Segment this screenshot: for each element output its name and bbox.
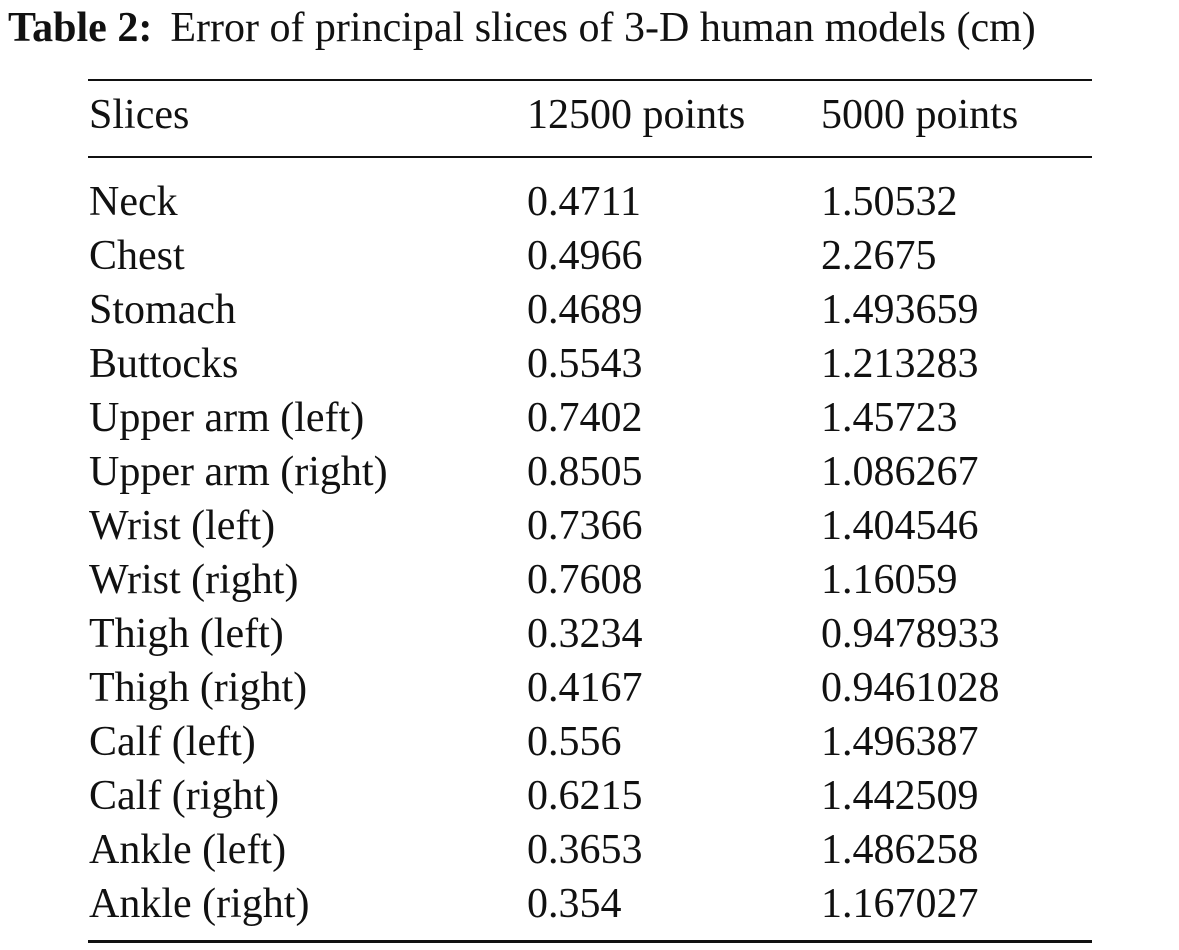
slice-name-cell: Thigh (left)	[89, 611, 284, 657]
slice-name-cell: Ankle (right)	[89, 881, 310, 927]
slice-name-cell: Upper arm (left)	[89, 395, 365, 441]
table-row: Calf (right) 0.6215 1.442509	[0, 769, 1179, 823]
error-12500-cell: 0.556	[527, 719, 622, 765]
slice-name-cell: Wrist (left)	[89, 503, 276, 549]
slice-name-cell: Chest	[89, 233, 185, 279]
table-row: Wrist (left) 0.7366 1.404546	[0, 499, 1179, 553]
error-12500-cell: 0.4711	[527, 179, 641, 225]
column-header-5000-points: 5000 points	[821, 92, 1019, 138]
slice-name-cell: Stomach	[89, 287, 236, 333]
error-12500-cell: 0.354	[527, 881, 622, 927]
error-5000-cell: 1.213283	[821, 341, 979, 387]
table-row: Buttocks 0.5543 1.213283	[0, 337, 1179, 391]
slice-name-cell: Calf (right)	[89, 773, 280, 819]
table-caption-text: Error of principal slices of 3-D human m…	[170, 5, 1036, 51]
table-row: Chest 0.4966 2.2675	[0, 229, 1179, 283]
error-12500-cell: 0.4689	[527, 287, 643, 333]
table-row: Upper arm (right) 0.8505 1.086267	[0, 445, 1179, 499]
slice-name-cell: Thigh (right)	[89, 665, 308, 711]
error-5000-cell: 1.493659	[821, 287, 979, 333]
table-row: Thigh (left) 0.3234 0.9478933	[0, 607, 1179, 661]
error-12500-cell: 0.7608	[527, 557, 643, 603]
slice-name-cell: Upper arm (right)	[89, 449, 388, 495]
error-12500-cell: 0.4966	[527, 233, 643, 279]
slice-name-cell: Wrist (right)	[89, 557, 299, 603]
error-5000-cell: 0.9478933	[821, 611, 1000, 657]
error-5000-cell: 1.486258	[821, 827, 979, 873]
error-5000-cell: 1.50532	[821, 179, 958, 225]
table-row: Stomach 0.4689 1.493659	[0, 283, 1179, 337]
error-12500-cell: 0.5543	[527, 341, 643, 387]
column-header-12500-points: 12500 points	[527, 92, 746, 138]
error-5000-cell: 1.167027	[821, 881, 979, 927]
error-5000-cell: 1.45723	[821, 395, 958, 441]
table-row: Upper arm (left) 0.7402 1.45723	[0, 391, 1179, 445]
table-row: Calf (left) 0.556 1.496387	[0, 715, 1179, 769]
table-header-row: Slices 12500 points 5000 points	[0, 88, 1179, 142]
table-row: Ankle (right) 0.354 1.167027	[0, 877, 1179, 931]
table-top-rule	[88, 79, 1092, 81]
error-5000-cell: 1.496387	[821, 719, 979, 765]
error-12500-cell: 0.7366	[527, 503, 643, 549]
table-body: Neck 0.4711 1.50532 Chest 0.4966 2.2675 Stom…	[0, 175, 1179, 931]
error-12500-cell: 0.6215	[527, 773, 643, 819]
error-5000-cell: 1.404546	[821, 503, 979, 549]
error-12500-cell: 0.3653	[527, 827, 643, 873]
error-5000-cell: 0.9461028	[821, 665, 1000, 711]
column-header-slices: Slices	[89, 92, 190, 138]
slice-name-cell: Neck	[89, 179, 178, 225]
table-caption: Table 2: Error of principal slices of 3-D…	[8, 0, 1036, 56]
table-row: Neck 0.4711 1.50532	[0, 175, 1179, 229]
error-5000-cell: 2.2675	[821, 233, 937, 279]
error-5000-cell: 1.16059	[821, 557, 958, 603]
error-5000-cell: 1.442509	[821, 773, 979, 819]
slice-name-cell: Calf (left)	[89, 719, 256, 765]
table-header-rule	[88, 156, 1092, 158]
error-5000-cell: 1.086267	[821, 449, 979, 495]
slice-name-cell: Ankle (left)	[89, 827, 287, 873]
slice-name-cell: Buttocks	[89, 341, 239, 387]
table-row: Wrist (right) 0.7608 1.16059	[0, 553, 1179, 607]
table-caption-label: Table 2:	[8, 5, 153, 51]
error-12500-cell: 0.7402	[527, 395, 643, 441]
table-bottom-rule	[88, 940, 1092, 943]
error-12500-cell: 0.3234	[527, 611, 643, 657]
error-12500-cell: 0.8505	[527, 449, 643, 495]
error-12500-cell: 0.4167	[527, 665, 643, 711]
table-row: Thigh (right) 0.4167 0.9461028	[0, 661, 1179, 715]
table-row: Ankle (left) 0.3653 1.486258	[0, 823, 1179, 877]
